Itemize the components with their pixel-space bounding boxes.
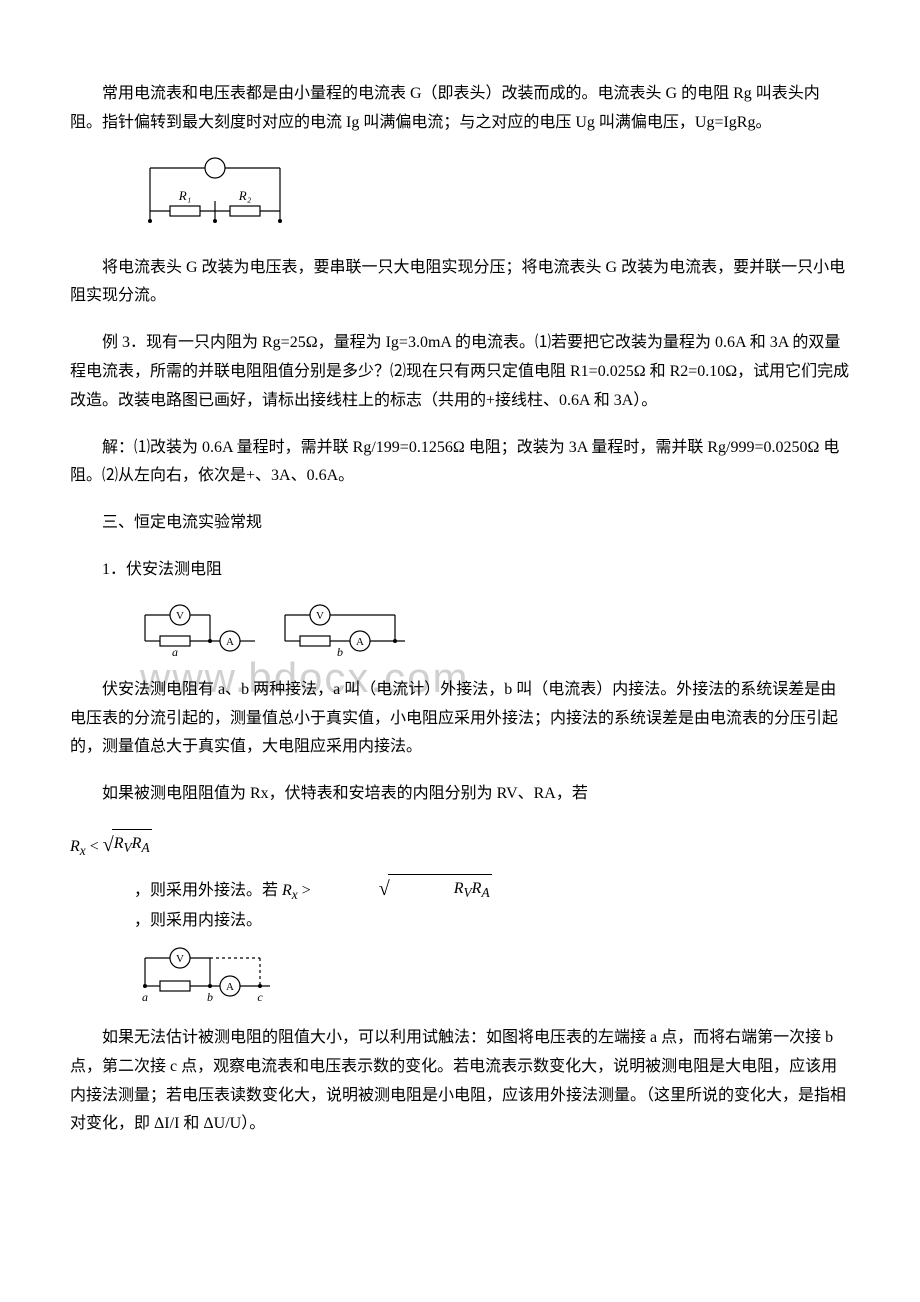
paragraph-1: 常用电流表和电压表都是由小量程的电流表 G（即表头）改装而成的。电流表头 G 的… (70, 80, 850, 138)
svg-text:V: V (176, 610, 184, 622)
f1-sub1: V (124, 841, 132, 856)
paragraph-9: ，则采用外接法。若 Rx > √ RVRA (70, 871, 850, 907)
f1-sub2: A (141, 841, 149, 856)
svg-text:b: b (337, 645, 343, 658)
paragraph-7: 伏安法测电阻有 a、b 两种接法，a 叫（电流计）外接法，b 叫（电流表）内接法… (70, 676, 850, 762)
document-content: 常用电流表和电压表都是由小量程的电流表 G（即表头）改装而成的。电流表头 G 的… (70, 80, 850, 1139)
circuit-diagram-1: R₁ R₂ (140, 156, 850, 236)
sqrt-content-2: RVRA (388, 874, 492, 905)
f2-op: > (302, 882, 311, 899)
circuit-diagram-2-row: V A a V A b (140, 603, 850, 658)
paragraph-10: ，则采用内接法。 (70, 907, 850, 936)
f1-lhs: R (70, 838, 80, 855)
r1-label: R₁ (178, 188, 191, 203)
circuit-a: V A a (140, 603, 260, 658)
f1-lhs-sub: x (80, 843, 86, 858)
paragraph-4-solution: 解：⑴改装为 0.6A 量程时，需并联 Rg/199=0.1256Ω 电阻；改装… (70, 434, 850, 492)
paragraph-8-prefix: 如果被测电阻阻值为 Rx，伏特表和安培表的内阻分别为 RV、RA，若 (70, 780, 850, 809)
svg-text:A: A (226, 636, 234, 648)
f2-sub1: V (464, 885, 472, 900)
svg-text:a: a (172, 645, 178, 658)
sqrt-symbol-2: √ (315, 871, 390, 907)
f2-r1: R (454, 880, 464, 897)
circuit-b: V A b (280, 603, 410, 658)
f1-r1: R (114, 835, 124, 852)
svg-text:b: b (207, 990, 213, 1004)
f2-r2: R (472, 880, 482, 897)
paragraph-2: 将电流表头 G 改装为电压表，要串联一只大电阻实现分压；将电流表头 G 改装为电… (70, 254, 850, 312)
circuit-diagram-3: V A a b c (140, 946, 850, 1006)
svg-text:V: V (316, 610, 324, 622)
p9-text: ，则采用外接法。若 (134, 882, 278, 899)
subsection-1: 1．伏安法测电阻 (70, 556, 850, 585)
section-heading-3: 三、恒定电流实验常规 (70, 509, 850, 538)
f2-lhs-sub: x (292, 887, 298, 902)
svg-text:a: a (142, 990, 148, 1004)
f1-op: < (90, 838, 99, 855)
paragraph-11: 如果无法估计被测电阻的阻值大小，可以利用试触法：如图将电压表的左端接 a 点，而… (70, 1024, 850, 1139)
svg-text:c: c (257, 990, 263, 1004)
paragraph-3-example: 例 3．现有一只内阻为 Rg=25Ω，量程为 Ig=3.0mA 的电流表。⑴若要… (70, 329, 850, 415)
svg-text:A: A (226, 981, 234, 993)
r2-label: R₂ (238, 188, 252, 203)
f1-r2: R (132, 835, 142, 852)
sqrt-content-1: RVRA (112, 829, 152, 860)
svg-text:A: A (356, 636, 364, 648)
f2-lhs: R (282, 882, 292, 899)
formula-1: Rx < √ RVRA (70, 827, 850, 863)
f2-sub2: A (481, 885, 489, 900)
svg-text:V: V (176, 953, 184, 965)
